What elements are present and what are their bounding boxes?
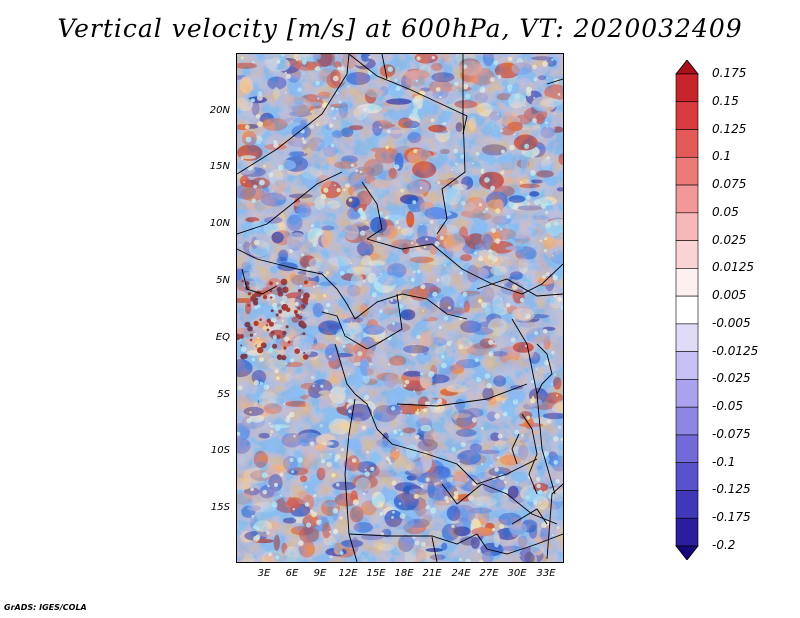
lat-label: 10S	[210, 445, 230, 456]
country-border	[237, 54, 350, 175]
country-border	[361, 181, 383, 240]
country-border	[546, 78, 563, 85]
colorbar-bin	[675, 129, 699, 158]
lon-label: 33E	[536, 568, 556, 579]
country-border	[436, 115, 466, 235]
lon-label: 3E	[257, 568, 271, 579]
colorbar-tick-label: -0.075	[712, 426, 751, 441]
colorbar-bin	[675, 240, 699, 269]
colorbar-bin	[675, 462, 699, 491]
colorbar-tick-label: -0.175	[712, 510, 751, 525]
colorbar-tick-label: 0.15	[712, 93, 739, 108]
country-border	[354, 293, 468, 320]
colorbar-bin	[675, 406, 699, 436]
country-border	[396, 383, 528, 407]
country-border	[441, 483, 558, 525]
colorbar-bin	[675, 101, 699, 130]
country-border	[237, 171, 343, 235]
country-border	[536, 343, 553, 395]
colorbar-tick-label: 0.125	[712, 121, 747, 136]
country-border	[354, 393, 538, 485]
lon-label: 27E	[479, 568, 499, 579]
colorbar-bin	[675, 156, 699, 186]
colorbar-tick-label: 0.005	[712, 288, 747, 303]
lat-label: 20N	[209, 105, 230, 116]
lat-label: 5S	[217, 389, 230, 400]
country-border	[546, 483, 563, 560]
country-border	[348, 54, 468, 135]
country-border	[511, 433, 520, 465]
colorbar-bin	[675, 490, 699, 519]
lon-label: 18E	[394, 568, 414, 579]
colorbar-tick-label: -0.125	[712, 482, 751, 497]
country-border	[348, 533, 478, 545]
colorbar-bin	[675, 268, 699, 297]
colorbar-tick-label: 0.05	[712, 204, 739, 219]
colorbar-tick-label: 0.175	[712, 66, 747, 80]
country-border	[521, 413, 538, 495]
colorbar-min-arrow	[675, 545, 699, 560]
lon-label: 21E	[422, 568, 442, 579]
lat-label: 15S	[210, 502, 230, 513]
colorbar-tick-label: 0.025	[712, 232, 747, 247]
country-border	[241, 268, 278, 295]
lon-label: 15E	[366, 568, 386, 579]
colorbar-tick-label: -0.05	[712, 399, 744, 414]
country-border	[366, 293, 403, 350]
lon-label: 24E	[451, 568, 471, 579]
lat-label: 15N	[209, 161, 230, 172]
country-border	[237, 248, 356, 320]
colorbar-tick-label: 0.1	[712, 149, 732, 164]
colorbar-bin	[675, 323, 699, 352]
country-border	[344, 398, 358, 562]
lon-label: 6E	[285, 568, 299, 579]
country-border	[321, 311, 368, 350]
map-panel[interactable]	[236, 53, 564, 563]
lat-label: 5N	[216, 275, 230, 286]
grads-credit: GrADS: IGES/COLA	[4, 603, 87, 612]
colorbar-bin	[675, 379, 699, 408]
colorbar-bin	[675, 434, 699, 464]
lon-label: 9E	[313, 568, 327, 579]
country-border	[334, 343, 356, 395]
colorbar-bin	[675, 351, 699, 380]
lat-label: 10N	[209, 218, 230, 229]
colorbar-bin	[675, 295, 699, 325]
country-border	[511, 508, 548, 525]
colorbar-tick-label: -0.005	[712, 315, 751, 330]
colorbar-tick-label: -0.025	[712, 371, 751, 386]
colorbar-bin	[675, 184, 699, 214]
lat-label: EQ	[215, 332, 230, 343]
colorbar	[675, 60, 699, 560]
lon-label: 12E	[338, 568, 358, 579]
country-border	[476, 533, 563, 555]
country-border	[431, 536, 438, 562]
colorbar-tick-label: 0.0125	[712, 260, 754, 275]
vertical-velocity-field	[237, 54, 563, 562]
colorbar-bin	[675, 517, 699, 547]
country-border	[381, 54, 388, 80]
colorbar-tick-label: 0.075	[712, 177, 747, 192]
colorbar-max-arrow	[675, 60, 699, 75]
colorbar-tick-label: -0.0125	[712, 343, 759, 358]
map-title: Vertical velocity [m/s] at 600hPa, VT: 2…	[57, 14, 743, 43]
lon-label: 30E	[507, 568, 527, 579]
country-border	[476, 278, 563, 297]
country-border	[366, 238, 563, 295]
colorbar-tick-label: -0.1	[712, 454, 736, 469]
colorbar-bin	[675, 212, 699, 241]
colorbar-tick-label: -0.2	[712, 538, 736, 552]
colorbar-bin	[675, 73, 699, 103]
